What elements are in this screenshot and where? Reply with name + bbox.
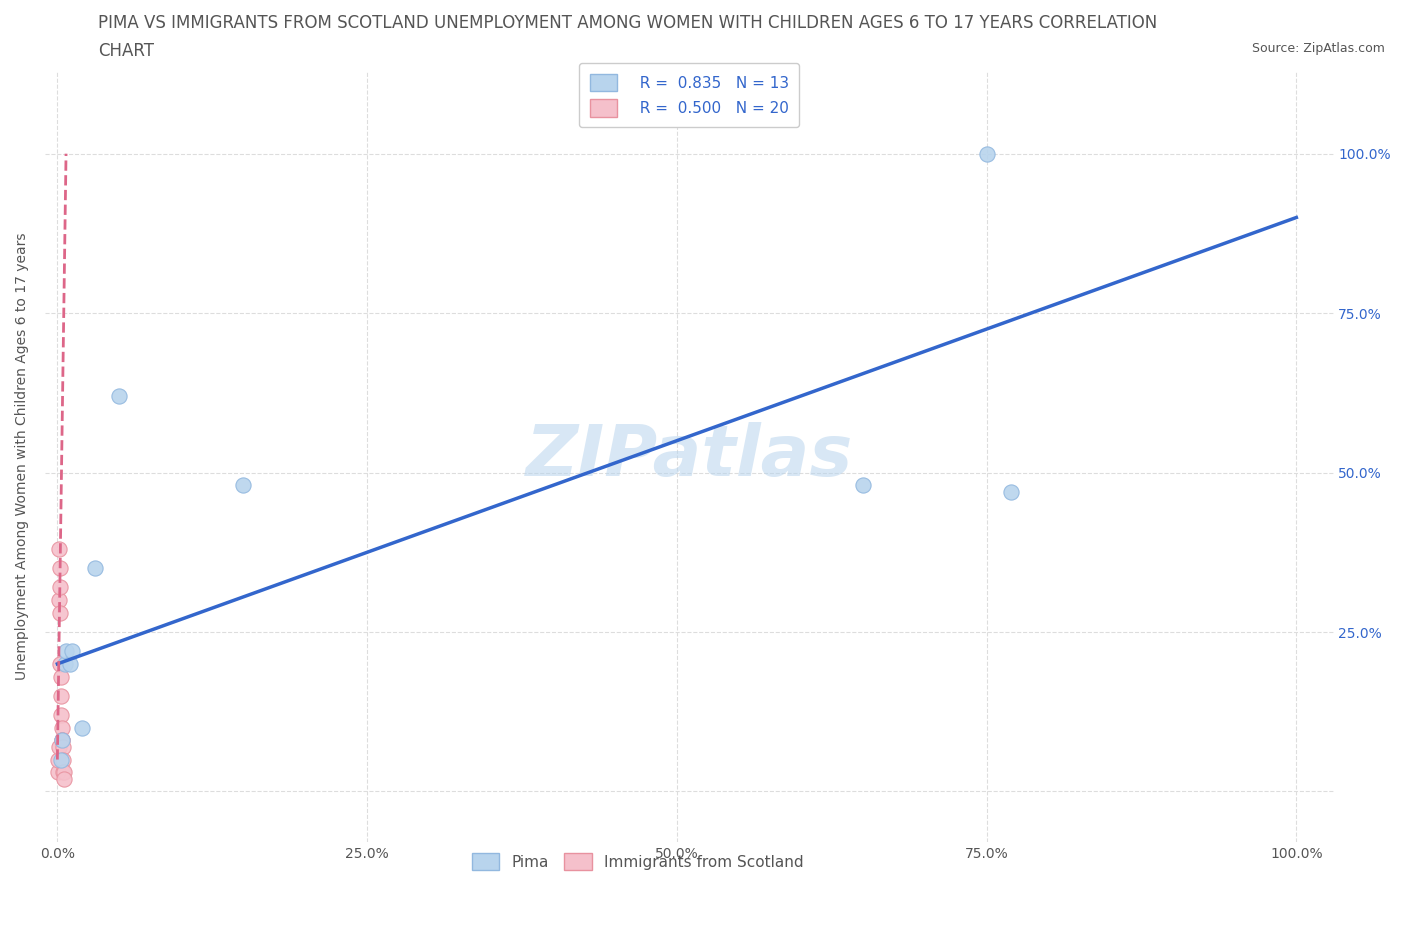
Point	[52, 752, 75, 767]
Point	[48, 605, 70, 620]
Point	[52, 764, 75, 779]
Point	[52, 739, 75, 754]
Legend: Pima, Immigrants from Scotland: Pima, Immigrants from Scotland	[461, 842, 814, 881]
Point	[83, 561, 105, 576]
Point	[976, 146, 998, 161]
Point	[49, 688, 72, 703]
Point	[70, 720, 93, 735]
Point	[48, 739, 70, 754]
Point	[852, 478, 875, 493]
Text: Source: ZipAtlas.com: Source: ZipAtlas.com	[1251, 42, 1385, 55]
Point	[53, 657, 76, 671]
Point	[51, 733, 73, 748]
Point	[49, 752, 72, 767]
Point	[60, 644, 83, 658]
Point	[1000, 485, 1022, 499]
Text: CHART: CHART	[98, 42, 155, 60]
Point	[48, 541, 70, 556]
Y-axis label: Unemployment Among Women with Children Ages 6 to 17 years: Unemployment Among Women with Children A…	[15, 232, 30, 681]
Point	[108, 389, 131, 404]
Point	[49, 657, 72, 671]
Point	[46, 764, 69, 779]
Point	[51, 708, 73, 723]
Text: PIMA VS IMMIGRANTS FROM SCOTLAND UNEMPLOYMENT AMONG WOMEN WITH CHILDREN AGES 6 T: PIMA VS IMMIGRANTS FROM SCOTLAND UNEMPLO…	[98, 14, 1157, 32]
Point	[51, 720, 73, 735]
Point	[49, 580, 72, 595]
Point	[232, 478, 254, 493]
Point	[52, 764, 75, 779]
Point	[55, 644, 77, 658]
Point	[49, 670, 72, 684]
Text: ZIPatlas: ZIPatlas	[526, 422, 853, 491]
Point	[49, 561, 72, 576]
Point	[53, 771, 76, 786]
Point	[48, 752, 70, 767]
Point	[59, 657, 82, 671]
Point	[51, 733, 73, 748]
Point	[48, 592, 70, 607]
Point	[51, 733, 73, 748]
